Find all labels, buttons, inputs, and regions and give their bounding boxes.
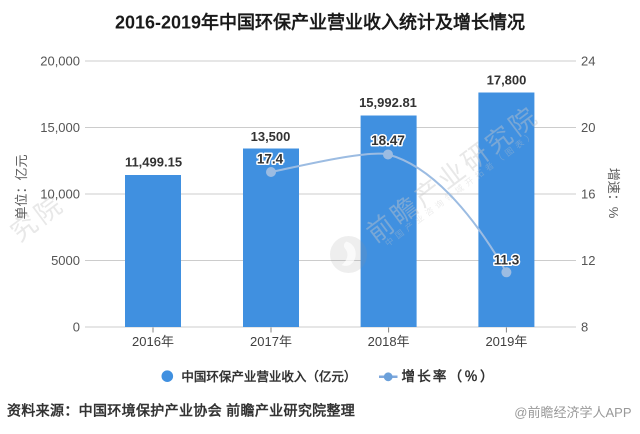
svg-text:增长率（％）: 增长率（％）: [402, 368, 496, 384]
svg-text:2016年: 2016年: [132, 334, 174, 349]
svg-text:单位：亿元: 单位：亿元: [14, 154, 29, 219]
svg-text:中国环保产业营业收入（亿元）: 中国环保产业营业收入（亿元）: [181, 369, 356, 384]
svg-text:5000: 5000: [51, 253, 80, 268]
svg-text:资料来源：中国环境保护产业协会 前瞻产业研究院整理: 资料来源：中国环境保护产业协会 前瞻产业研究院整理: [7, 403, 355, 419]
svg-text:2019年: 2019年: [485, 334, 527, 349]
svg-text:15,000: 15,000: [40, 120, 80, 135]
svg-text:20,000: 20,000: [40, 54, 80, 69]
svg-text:10,000: 10,000: [40, 187, 80, 202]
svg-text:8: 8: [581, 320, 588, 335]
svg-text:2017年: 2017年: [250, 334, 292, 349]
svg-text:16: 16: [581, 187, 595, 202]
svg-text:0: 0: [73, 320, 80, 335]
svg-text:2016-2019年中国环保产业营业收入统计及增长情况: 2016-2019年中国环保产业营业收入统计及增长情况: [115, 12, 525, 33]
svg-text:17.4: 17.4: [257, 152, 284, 167]
svg-text:20: 20: [581, 120, 595, 135]
svg-text:15,992.81: 15,992.81: [359, 95, 417, 110]
svg-text:11,499.15: 11,499.15: [125, 155, 182, 170]
svg-text:增速：%: 增速：%: [606, 168, 621, 219]
svg-text:13,500: 13,500: [251, 129, 291, 144]
svg-text:2018年: 2018年: [368, 334, 410, 349]
svg-text:24: 24: [581, 54, 595, 69]
svg-text:11.3: 11.3: [494, 253, 520, 268]
svg-text:@前瞻经济学人APP: @前瞻经济学人APP: [514, 405, 631, 420]
svg-text:12: 12: [581, 253, 595, 268]
svg-text:18.47: 18.47: [371, 133, 405, 148]
svg-text:17,800: 17,800: [487, 73, 527, 88]
